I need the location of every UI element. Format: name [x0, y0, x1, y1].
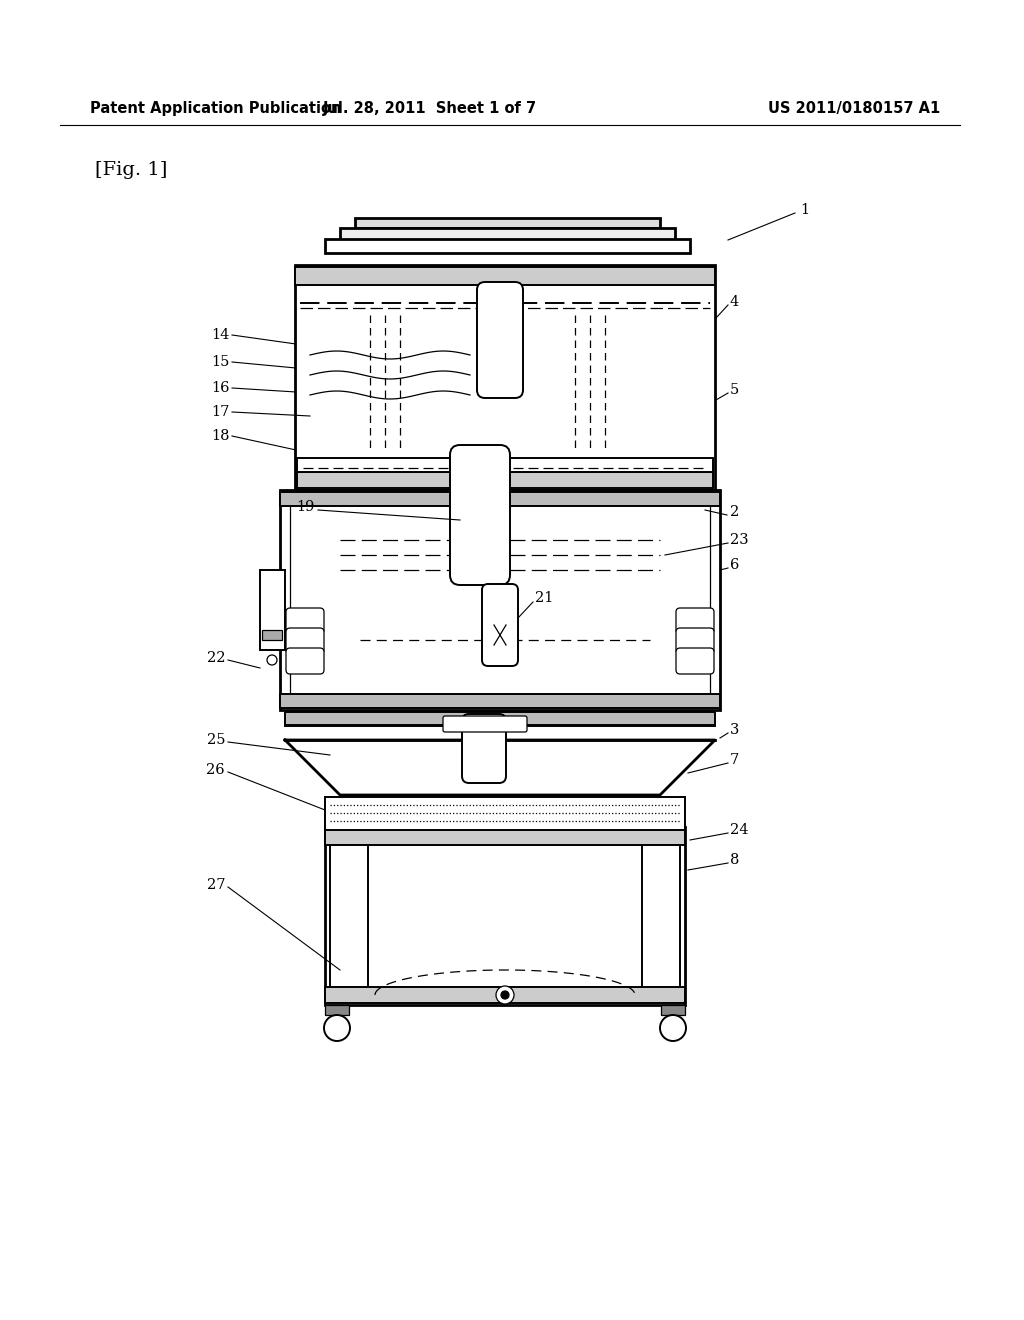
FancyBboxPatch shape: [450, 445, 510, 585]
Bar: [280, 694, 720, 708]
Bar: [260, 570, 285, 649]
Text: 19: 19: [297, 500, 315, 513]
Text: Jul. 28, 2011  Sheet 1 of 7: Jul. 28, 2011 Sheet 1 of 7: [323, 100, 537, 116]
Text: 25: 25: [207, 733, 225, 747]
Text: 2: 2: [730, 506, 739, 519]
Circle shape: [324, 1015, 350, 1041]
FancyBboxPatch shape: [443, 715, 527, 733]
FancyBboxPatch shape: [286, 648, 324, 675]
Text: 22: 22: [207, 651, 225, 665]
Text: 18: 18: [212, 429, 230, 444]
Text: 23: 23: [730, 533, 749, 546]
Bar: [355, 218, 660, 228]
Text: 4: 4: [730, 294, 739, 309]
Text: 15: 15: [212, 355, 230, 370]
Text: 6: 6: [730, 558, 739, 572]
Text: 1: 1: [800, 203, 809, 216]
FancyBboxPatch shape: [676, 628, 714, 653]
FancyBboxPatch shape: [676, 609, 714, 634]
Bar: [325, 797, 685, 830]
Text: 26: 26: [207, 763, 225, 777]
Text: US 2011/0180157 A1: US 2011/0180157 A1: [768, 100, 940, 116]
FancyBboxPatch shape: [286, 628, 324, 653]
Text: 14: 14: [212, 327, 230, 342]
Circle shape: [267, 655, 278, 665]
Bar: [325, 987, 685, 1003]
FancyBboxPatch shape: [462, 714, 506, 783]
Polygon shape: [355, 218, 660, 228]
Text: 5: 5: [730, 383, 739, 397]
Bar: [325, 239, 690, 253]
Text: 16: 16: [212, 381, 230, 395]
Text: 8: 8: [730, 853, 739, 867]
Bar: [330, 845, 368, 993]
Text: Patent Application Publication: Patent Application Publication: [90, 100, 341, 116]
Bar: [297, 473, 713, 488]
Text: 7: 7: [730, 752, 739, 767]
Polygon shape: [285, 741, 715, 795]
Bar: [325, 830, 685, 845]
Text: 27: 27: [207, 878, 225, 892]
Bar: [662, 1005, 685, 1015]
Circle shape: [496, 986, 514, 1005]
Bar: [290, 500, 710, 700]
Bar: [295, 267, 715, 285]
Bar: [642, 845, 680, 993]
FancyBboxPatch shape: [482, 583, 518, 667]
Bar: [280, 490, 720, 710]
Bar: [297, 458, 713, 473]
FancyBboxPatch shape: [286, 609, 324, 634]
Bar: [262, 630, 282, 640]
FancyBboxPatch shape: [676, 648, 714, 675]
Text: 21: 21: [535, 591, 553, 605]
Text: 17: 17: [212, 405, 230, 418]
Text: 24: 24: [730, 822, 749, 837]
Bar: [325, 828, 685, 1005]
Text: [Fig. 1]: [Fig. 1]: [95, 161, 167, 180]
Text: 3: 3: [730, 723, 739, 737]
Bar: [325, 1005, 349, 1015]
Bar: [295, 265, 715, 490]
Circle shape: [501, 991, 509, 999]
Bar: [285, 711, 715, 726]
FancyBboxPatch shape: [477, 282, 523, 399]
Circle shape: [660, 1015, 686, 1041]
Bar: [280, 492, 720, 506]
Bar: [340, 228, 675, 240]
